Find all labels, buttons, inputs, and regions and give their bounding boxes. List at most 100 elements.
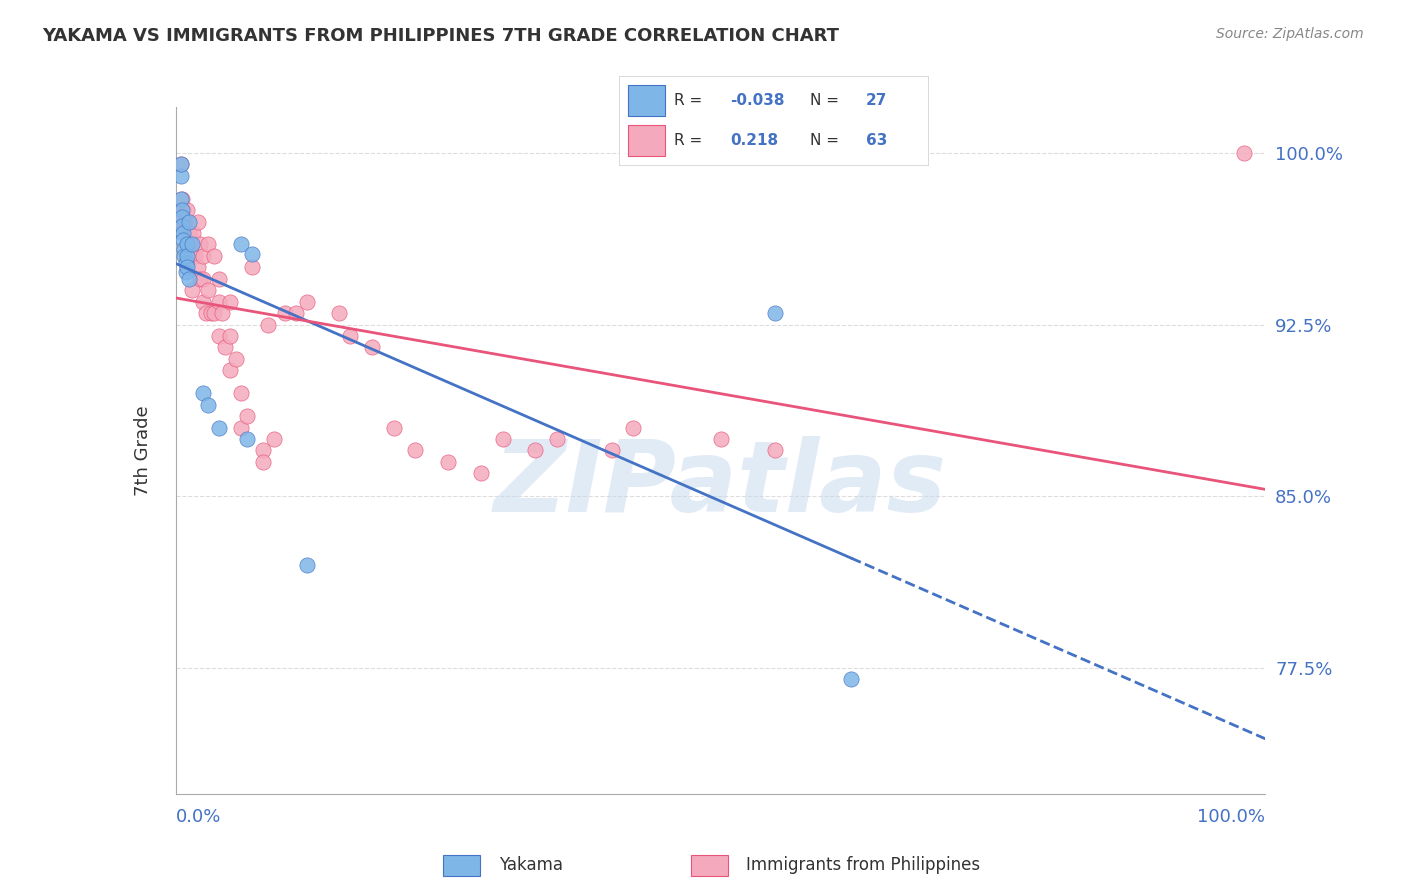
Text: 0.218: 0.218	[730, 133, 778, 147]
Point	[197, 398, 219, 412]
Point	[186, 260, 209, 275]
Point	[172, 233, 194, 247]
Point	[191, 249, 214, 263]
Point	[231, 237, 253, 252]
Point	[197, 283, 219, 297]
Point	[197, 237, 219, 252]
Point	[173, 249, 195, 263]
Point	[179, 237, 201, 252]
Point	[274, 306, 297, 320]
Text: 0.0%: 0.0%	[176, 807, 221, 826]
Point	[240, 246, 263, 260]
Point	[219, 294, 242, 309]
Point	[382, 420, 405, 434]
Point	[208, 272, 231, 286]
Text: Immigrants from Philippines: Immigrants from Philippines	[747, 856, 980, 874]
Point	[284, 306, 307, 320]
Point	[188, 272, 211, 286]
FancyBboxPatch shape	[628, 85, 665, 116]
Point	[191, 272, 214, 286]
Point	[172, 219, 194, 233]
Text: R =: R =	[675, 94, 707, 108]
Point	[176, 203, 198, 218]
Point	[170, 169, 193, 183]
Point	[184, 249, 207, 263]
Point	[172, 203, 194, 218]
Point	[172, 192, 194, 206]
Text: N =: N =	[810, 133, 844, 147]
Point	[437, 455, 460, 469]
Text: N =: N =	[810, 94, 844, 108]
Point	[328, 306, 350, 320]
Point	[174, 214, 197, 228]
Text: 100.0%: 100.0%	[1198, 807, 1265, 826]
Point	[841, 673, 863, 687]
Point	[208, 329, 231, 343]
Point	[181, 283, 204, 297]
Point	[295, 558, 318, 572]
Point	[257, 318, 280, 332]
Point	[195, 306, 218, 320]
Point	[252, 455, 274, 469]
Point	[470, 467, 492, 481]
Point	[202, 306, 225, 320]
Point	[211, 306, 233, 320]
Point	[360, 340, 382, 354]
Point	[263, 432, 285, 446]
Point	[240, 260, 263, 275]
Point	[546, 432, 568, 446]
Point	[252, 443, 274, 458]
Point	[176, 249, 198, 263]
Point	[174, 265, 197, 279]
Point	[176, 249, 198, 263]
Point	[181, 249, 204, 263]
Text: Source: ZipAtlas.com: Source: ZipAtlas.com	[1216, 27, 1364, 41]
Text: ZIPatlas: ZIPatlas	[494, 436, 948, 533]
Point	[219, 329, 242, 343]
Point	[492, 432, 515, 446]
Point	[170, 192, 193, 206]
Point	[219, 363, 242, 377]
Point	[200, 306, 222, 320]
Point	[214, 340, 236, 354]
FancyBboxPatch shape	[690, 855, 728, 876]
Point	[177, 226, 200, 240]
Point	[621, 420, 644, 434]
Point	[600, 443, 623, 458]
Point	[172, 203, 194, 218]
Point	[181, 237, 204, 252]
Text: YAKAMA VS IMMIGRANTS FROM PHILIPPINES 7TH GRADE CORRELATION CHART: YAKAMA VS IMMIGRANTS FROM PHILIPPINES 7T…	[42, 27, 839, 45]
Point	[763, 306, 786, 320]
FancyBboxPatch shape	[443, 855, 481, 876]
Text: 63: 63	[866, 133, 887, 147]
Text: 27: 27	[866, 94, 887, 108]
Point	[339, 329, 361, 343]
Point	[208, 420, 231, 434]
Point	[763, 443, 786, 458]
Point	[172, 210, 194, 224]
Point	[177, 214, 200, 228]
Point	[176, 237, 198, 252]
Point	[208, 294, 231, 309]
Point	[167, 214, 190, 228]
Point	[225, 351, 247, 366]
Point	[177, 272, 200, 286]
Point	[231, 386, 253, 401]
Text: R =: R =	[675, 133, 713, 147]
Point	[295, 294, 318, 309]
Point	[191, 294, 214, 309]
Point	[169, 214, 191, 228]
Point	[524, 443, 547, 458]
Point	[405, 443, 427, 458]
Point	[170, 157, 193, 171]
Point	[173, 242, 195, 256]
Point	[191, 386, 214, 401]
Point	[1232, 145, 1256, 160]
Point	[172, 226, 194, 240]
Y-axis label: 7th Grade: 7th Grade	[134, 405, 152, 496]
Point	[173, 219, 195, 233]
FancyBboxPatch shape	[628, 125, 665, 156]
Text: Yakama: Yakama	[499, 856, 562, 874]
Point	[188, 237, 211, 252]
Point	[235, 432, 257, 446]
